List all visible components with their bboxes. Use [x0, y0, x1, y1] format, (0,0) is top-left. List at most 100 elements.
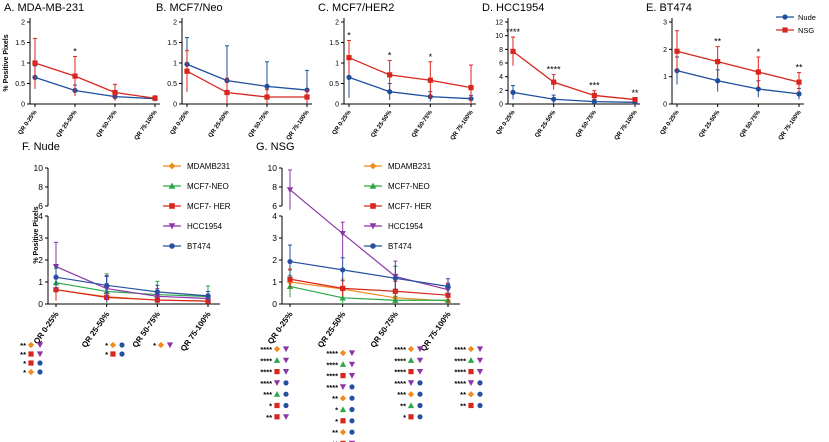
data-point [339, 231, 346, 237]
comparison-marker [27, 368, 35, 376]
comparison-marker [273, 391, 281, 397]
comparison-marker [339, 361, 347, 367]
data-point [346, 74, 352, 80]
y-tick-label: 0.5 [167, 81, 177, 88]
comparison-marker [282, 369, 290, 375]
comparison-marker [477, 380, 483, 386]
panel-title: A. MDA-MB-231 [4, 2, 84, 14]
comparison-marker [340, 418, 346, 424]
series-line [289, 189, 449, 291]
comparison-marker [468, 369, 474, 375]
y-tick-label: 4 [272, 211, 277, 221]
comparison-marker [36, 351, 44, 358]
data-point [796, 79, 802, 85]
comparison-stars: **** [326, 383, 338, 392]
series-line [289, 278, 449, 296]
comparison-stars: **** [260, 356, 272, 365]
series-line [55, 276, 209, 297]
comparison-marker [283, 391, 289, 397]
y-tick-label: 0 [335, 102, 339, 109]
comparison-marker [274, 414, 280, 420]
y-axis-label-top: % Positive Pixels [3, 34, 10, 91]
comparison-stars: * [335, 406, 338, 415]
comparison-marker [274, 369, 280, 375]
data-point [264, 94, 270, 100]
panel-B: B. MCF7/Neo 0 0.5 1 1.5 2 QR 0-25% QR 25-50% QR … [156, 2, 312, 142]
series-line [512, 91, 636, 103]
panel-title: D. HCC1954 [482, 2, 544, 14]
comparison-stars: ** [460, 402, 466, 411]
data-point [392, 275, 398, 281]
data-point [340, 267, 346, 273]
comparison-stars: **** [260, 379, 272, 388]
legend-marker [369, 182, 377, 189]
comparison-marker [417, 391, 423, 397]
comparison-marker [27, 341, 35, 349]
x-tick-label: QR 75-100% [419, 310, 453, 353]
legend-label: HCC1954 [388, 222, 424, 231]
y-tick-label: 2 [663, 47, 667, 54]
x-tick-label: QR 75-100% [778, 109, 803, 141]
legend-marker [168, 223, 176, 230]
legend-marker [168, 162, 176, 170]
legend-marker [169, 243, 175, 249]
comparison-stars: **** [326, 360, 338, 369]
series-line [186, 70, 307, 98]
series-line [55, 266, 209, 300]
panel-F-comparisons: ** * *** *** [20, 341, 174, 377]
series-line [676, 70, 800, 95]
comparison-stars: * [23, 359, 26, 368]
comparison-marker [408, 369, 414, 375]
comparison-marker [283, 402, 289, 409]
significance-label: ** [795, 63, 803, 73]
comparison-marker [416, 357, 424, 364]
y-tick-label: 1 [663, 74, 667, 81]
y-tick-label: 8 [499, 47, 503, 54]
data-point [286, 187, 294, 193]
y-tick-label: 8 [272, 182, 277, 192]
data-point [152, 95, 158, 101]
y-tick-label: 1 [173, 61, 177, 68]
comparison-stars: **** [394, 379, 406, 388]
y-tick-label: 1 [272, 277, 277, 287]
y-tick-label: 1.5 [15, 40, 25, 47]
comparison-stars: **** [394, 356, 406, 365]
comparison-stars: **** [260, 345, 272, 354]
significance-label: * [388, 51, 392, 61]
comparison-stars: ** [332, 428, 338, 437]
comparison-marker [407, 345, 415, 353]
legend-label: MDAMB231 [187, 162, 231, 171]
y-tick-label: 0.5 [15, 81, 25, 88]
panel-title: C. MCF7/HER2 [318, 2, 394, 14]
comparison-marker [166, 342, 174, 349]
y-tick-label: 8 [38, 182, 43, 192]
y-tick-label: 4 [38, 211, 43, 221]
x-tick-label: QR 75-100% [614, 109, 639, 141]
x-tick-label: QR 75-100% [450, 109, 475, 141]
data-point [346, 55, 352, 61]
comparison-marker [407, 402, 415, 409]
legend-label: BT474 [187, 242, 211, 251]
comparison-stars: *** [263, 390, 272, 399]
y-tick-label: 0.5 [329, 81, 339, 88]
comparison-marker [349, 418, 355, 424]
data-point [715, 59, 721, 65]
comparison-stars: * [23, 368, 26, 377]
comparison-marker [417, 380, 423, 386]
significance-label: * [757, 47, 761, 57]
comparison-stars: ** [266, 413, 272, 422]
data-point [755, 69, 761, 75]
legend-label: Nude [798, 13, 816, 22]
y-tick-label: 1.5 [329, 40, 339, 47]
comparison-marker [273, 345, 281, 353]
significance-label: ** [631, 88, 639, 98]
x-tick-label: QR 25-50% [56, 109, 79, 139]
y-tick-label: 2 [38, 255, 43, 265]
y-tick-label: 4 [499, 74, 503, 81]
comparison-marker [282, 357, 290, 364]
data-point [591, 99, 597, 105]
comparison-marker [477, 391, 483, 397]
y-tick-label: 3 [272, 233, 277, 243]
significance-label: * [347, 30, 351, 40]
legend-marker [782, 27, 788, 33]
